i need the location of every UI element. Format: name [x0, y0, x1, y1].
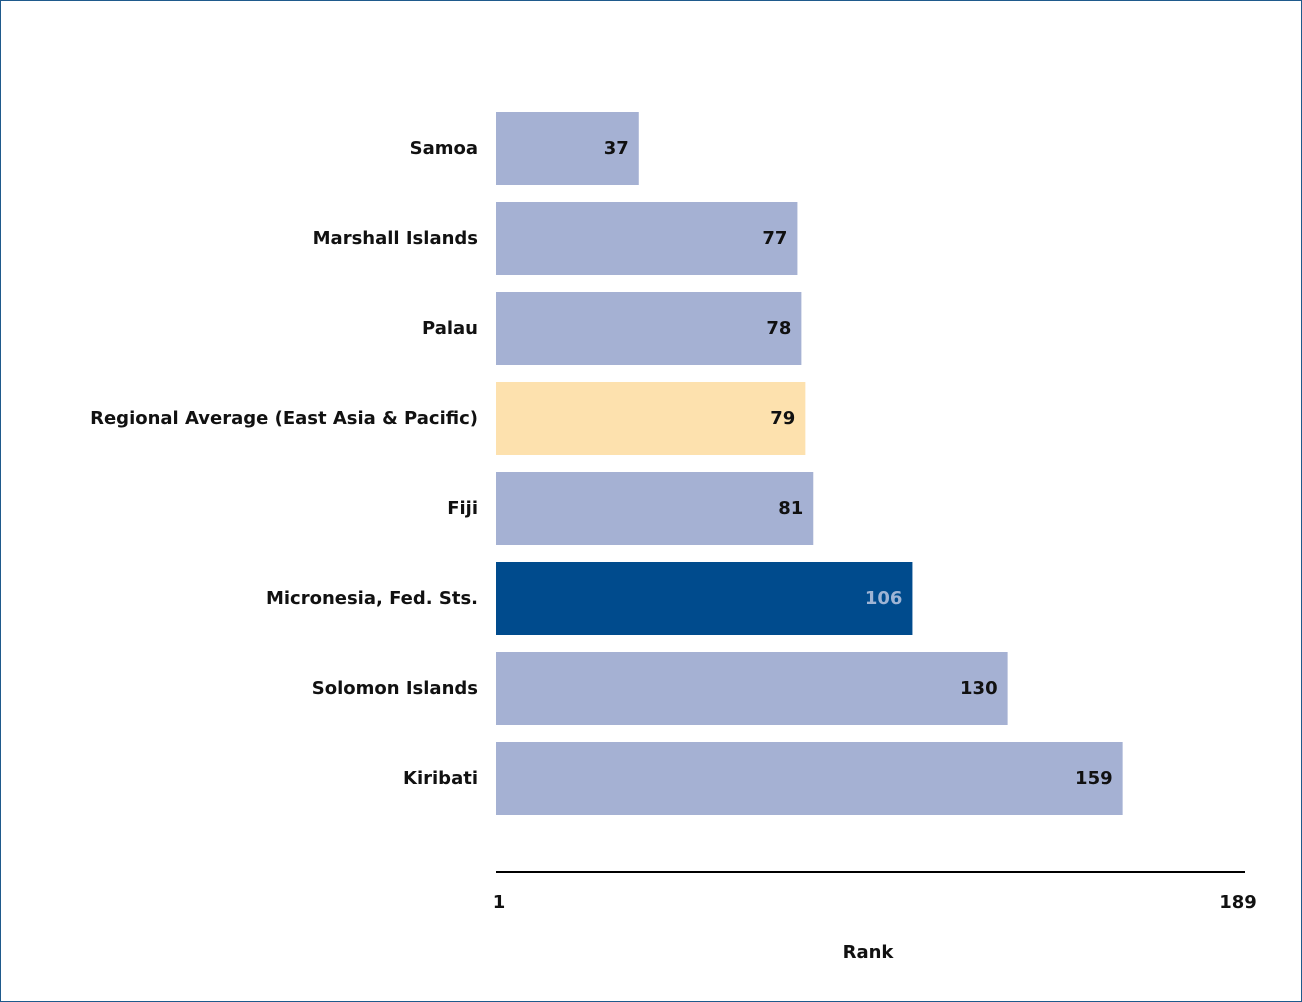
value-label-0: 37: [604, 138, 629, 159]
value-label-2: 78: [766, 318, 791, 339]
category-label-6: Solomon Islands: [312, 678, 478, 699]
category-label-4: Fiji: [447, 498, 478, 519]
bar-7: [496, 742, 1123, 815]
x-axis: 1 189 Rank: [493, 871, 1257, 963]
bar-6: [496, 652, 1008, 725]
value-label-5: 106: [865, 588, 903, 609]
category-label-7: Kiribati: [403, 768, 478, 789]
bar-5: [496, 562, 913, 635]
category-label-2: Palau: [422, 318, 478, 339]
value-label-7: 159: [1075, 768, 1113, 789]
category-label-1: Marshall Islands: [313, 228, 478, 249]
bar-1: [496, 202, 798, 275]
category-label-3: Regional Average (East Asia & Pacific): [90, 408, 478, 429]
value-label-4: 81: [778, 498, 803, 519]
value-label-1: 77: [762, 228, 787, 249]
bar-3: [496, 382, 806, 455]
category-label-0: Samoa: [410, 138, 478, 159]
category-label-5: Micronesia, Fed. Sts.: [266, 588, 478, 609]
x-tick-label-min: 1: [493, 892, 506, 913]
bars-group: Samoa 37 Marshall Islands 77 Palau 78 Regional…: [90, 112, 1123, 815]
value-label-6: 130: [960, 678, 998, 699]
x-tick-label-max: 189: [1219, 892, 1257, 913]
value-label-3: 79: [770, 408, 795, 429]
bar-2: [496, 292, 802, 365]
bar-4: [496, 472, 814, 545]
bar-0: [496, 112, 639, 185]
x-axis-title: Rank: [843, 942, 895, 963]
